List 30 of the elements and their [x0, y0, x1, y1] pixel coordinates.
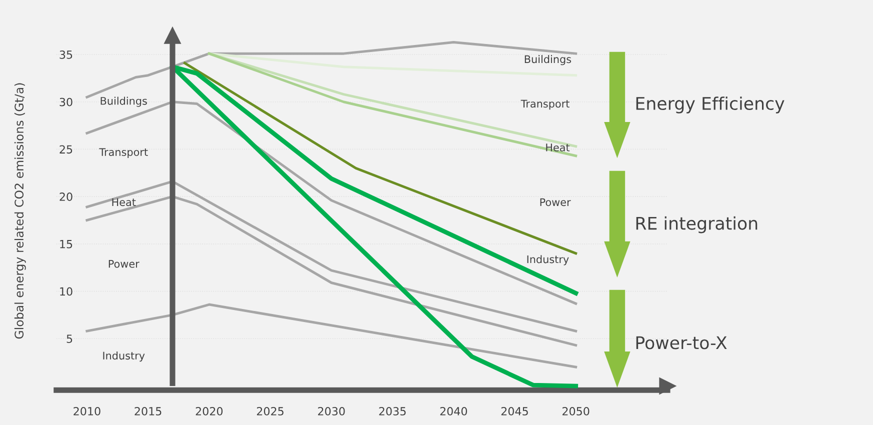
annotation: Transport — [520, 100, 570, 110]
x-tick-label: 2050 — [562, 407, 590, 416]
x-tick-label: 2025 — [256, 407, 284, 416]
annotation: Buildings — [524, 55, 572, 66]
y-tick-label: 35 — [60, 50, 72, 59]
x-tick-label: 2010 — [74, 407, 100, 416]
annotation: Power — [540, 198, 571, 206]
y-tick-label: 30 — [60, 98, 72, 106]
x-tick-label: 2045 — [501, 407, 528, 416]
annotation: Energy Efficiency — [636, 96, 784, 114]
x-tick-label: 2020 — [196, 407, 223, 416]
annotation: Heat — [112, 198, 136, 206]
annotation: Transport — [99, 148, 148, 158]
y-axis-title: Global energy related CO2 emissions (Gt/a) — [14, 83, 26, 339]
annotation: Buildings — [100, 96, 147, 107]
y-tick-label: 20 — [60, 192, 72, 201]
y-tick-label: 10 — [60, 287, 72, 296]
annotation: Industry — [527, 255, 569, 266]
x-tick-label: 2030 — [318, 407, 345, 416]
y-tick-label: 5 — [66, 334, 72, 344]
y-tick-label: 25 — [60, 145, 72, 154]
x-tick-label: 2015 — [134, 407, 162, 416]
x-tick-label: 2040 — [440, 407, 468, 416]
x-tick-label: 2035 — [379, 407, 406, 416]
y-tick-label: 15 — [60, 240, 72, 248]
annotation: Power-to-X — [636, 336, 727, 350]
annotation: RE integration — [636, 216, 758, 234]
annotation: Industry — [103, 352, 145, 362]
annotation: Heat — [546, 144, 570, 152]
annotation: Power — [108, 260, 140, 268]
